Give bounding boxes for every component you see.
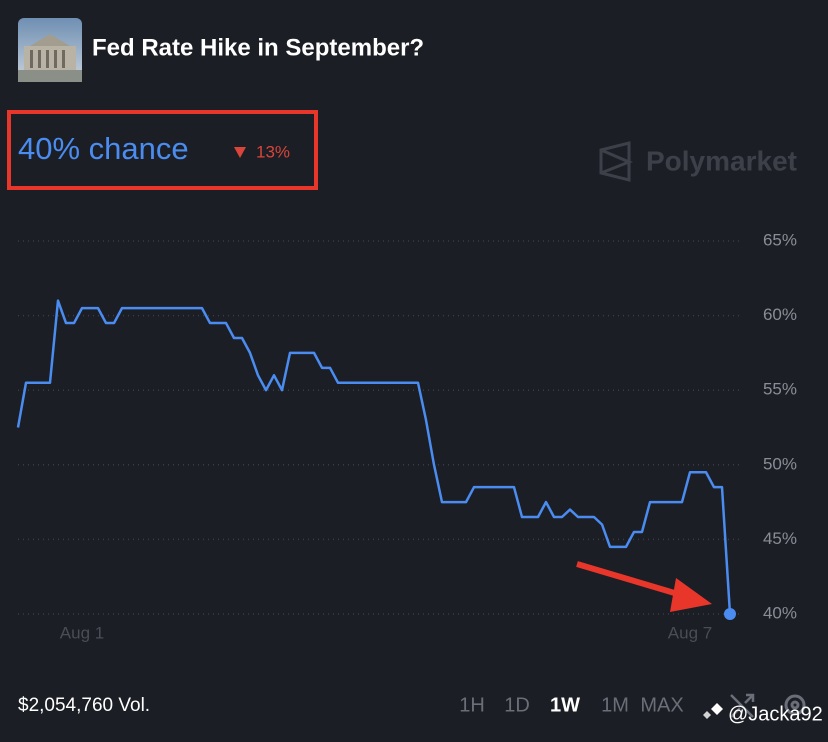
down-icon xyxy=(234,147,246,158)
watermark-logo xyxy=(703,703,723,719)
chart: 40% 45% 50% 55% 60% 65% Aug 1 Aug 7 xyxy=(16,230,797,642)
probability-change: 13% xyxy=(256,142,290,161)
annotation-arrow xyxy=(576,561,712,612)
market-title: Fed Rate Hike in September? xyxy=(92,34,424,61)
brand-logo xyxy=(599,141,633,182)
end-point xyxy=(724,608,736,620)
x-tick-label: Aug 1 xyxy=(60,623,104,642)
y-tick-label: 65% xyxy=(763,230,797,249)
price-line xyxy=(16,299,732,615)
watermark: @Jacka92 xyxy=(728,703,823,725)
y-tick-label: 40% xyxy=(763,603,797,622)
y-tick-label: 60% xyxy=(763,305,797,324)
highlight-box xyxy=(7,110,318,190)
x-tick-label: Aug 7 xyxy=(668,623,712,642)
settings-icon[interactable] xyxy=(784,694,806,716)
range-button[interactable]: 1H xyxy=(459,694,485,716)
range-button[interactable]: 1W xyxy=(550,694,580,716)
y-tick-label: 45% xyxy=(763,529,797,548)
range-selector: 1H 1D 1W 1M MAX xyxy=(459,694,683,716)
y-tick-label: 55% xyxy=(763,380,797,399)
range-button[interactable]: MAX xyxy=(640,694,683,716)
shuffle-icon[interactable] xyxy=(730,693,755,718)
brand-watermark: Polymarket xyxy=(646,145,797,176)
y-tick-label: 50% xyxy=(763,454,797,473)
range-button[interactable]: 1M xyxy=(601,694,629,716)
market-icon xyxy=(18,18,82,82)
probability-label: 40% chance xyxy=(18,131,189,166)
range-button[interactable]: 1D xyxy=(504,694,530,716)
volume: $2,054,760 Vol. xyxy=(18,695,150,716)
